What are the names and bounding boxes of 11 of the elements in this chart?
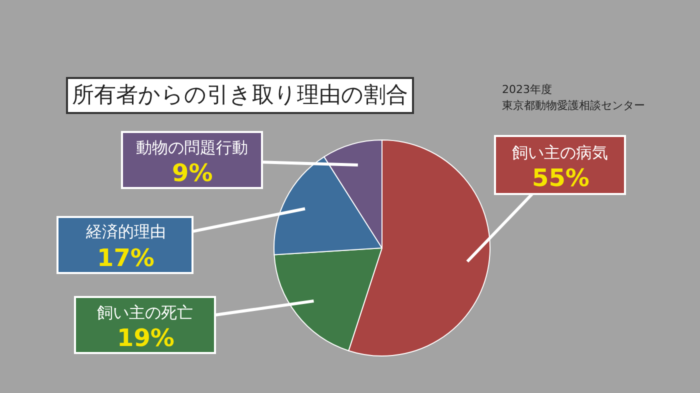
text: 東京都動物愛護相談センター [502, 99, 645, 112]
data-label: 17% [97, 244, 154, 272]
data-label: 55% [532, 164, 590, 192]
data-label: 9% [172, 159, 213, 187]
slice-label: 飼い主の病気 [512, 143, 608, 162]
data-label: 19% [117, 324, 174, 352]
slice-label: 経済的理由 [85, 222, 166, 241]
slice-label: 飼い主の死亡 [97, 303, 193, 322]
chart-subtitle: 2023年度 [502, 83, 552, 96]
chart-title: 所有者からの引き取り理由の割合 [72, 83, 408, 108]
slice-label: 動物の問題行動 [136, 138, 248, 157]
